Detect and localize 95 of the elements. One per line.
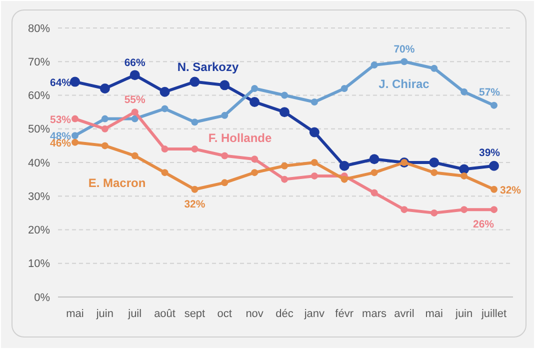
point xyxy=(191,146,198,153)
point xyxy=(370,61,378,68)
point xyxy=(130,70,140,80)
annotation: 32% xyxy=(184,198,206,210)
annotation: 53% xyxy=(50,114,72,126)
y-tick-label: 80% xyxy=(28,22,50,35)
point xyxy=(101,142,108,150)
point xyxy=(400,58,408,66)
point xyxy=(101,125,108,132)
point xyxy=(221,179,228,186)
point xyxy=(161,169,168,176)
point xyxy=(490,186,498,193)
point xyxy=(340,176,348,183)
y-tick-label: 0% xyxy=(34,292,50,304)
x-tick-label: oct xyxy=(217,308,232,320)
point xyxy=(460,172,468,180)
point xyxy=(100,84,110,94)
point xyxy=(161,146,168,153)
annotation: 66% xyxy=(124,57,146,70)
annotation: 39% xyxy=(478,146,501,159)
y-tick-label: 10% xyxy=(28,258,50,270)
x-tick-label: nov xyxy=(246,308,264,320)
point xyxy=(280,107,290,118)
x-tick-label: juillet xyxy=(480,308,507,320)
y-tick-label: 60% xyxy=(28,90,50,102)
point xyxy=(281,92,288,99)
series-label: E. Macron xyxy=(88,176,146,190)
point xyxy=(430,64,438,72)
series-label: N. Sarkozy xyxy=(177,60,240,74)
x-tick-label: sept xyxy=(184,308,206,320)
point xyxy=(490,206,498,214)
point xyxy=(490,102,498,109)
x-tick-label: janv xyxy=(303,308,326,320)
y-tick-label: 30% xyxy=(28,190,50,203)
point xyxy=(430,169,438,176)
point xyxy=(101,115,108,122)
annotation: 64% xyxy=(50,76,72,89)
point xyxy=(131,108,138,116)
y-tick-label: 50% xyxy=(28,124,50,136)
point xyxy=(161,105,168,112)
point xyxy=(190,76,200,87)
point xyxy=(339,160,350,171)
point xyxy=(160,86,170,97)
x-tick-label: mars xyxy=(362,308,388,320)
point xyxy=(251,85,258,92)
point xyxy=(191,186,198,193)
point xyxy=(70,76,80,87)
x-tick-label: mai xyxy=(425,308,444,320)
point xyxy=(369,154,380,164)
point xyxy=(460,206,468,214)
annotation: 32% xyxy=(500,184,522,196)
annotation: 57% xyxy=(478,86,501,98)
point xyxy=(370,169,378,176)
x-tick-label: févr xyxy=(335,308,354,320)
point xyxy=(310,172,318,180)
point xyxy=(310,98,318,106)
point xyxy=(429,158,440,168)
x-tick-label: juin xyxy=(95,308,114,320)
point xyxy=(251,156,258,163)
x-tick-label: juil xyxy=(127,308,142,320)
point xyxy=(310,159,318,166)
annotation: 26% xyxy=(472,218,495,231)
x-tick-label: avril xyxy=(394,308,414,320)
series-label: F. Hollande xyxy=(208,131,272,145)
y-tick-label: 40% xyxy=(28,157,50,170)
point xyxy=(309,127,320,138)
point xyxy=(72,132,78,140)
point xyxy=(281,162,288,170)
point xyxy=(430,209,438,216)
point xyxy=(459,164,470,174)
annotation: 55% xyxy=(124,94,146,106)
annotation: 70% xyxy=(394,44,416,56)
point xyxy=(281,176,288,183)
y-tick-label: 20% xyxy=(28,224,50,237)
point xyxy=(251,169,258,176)
x-tick-label: déc xyxy=(276,308,294,320)
point xyxy=(221,112,228,119)
point xyxy=(220,80,230,90)
point xyxy=(460,88,468,96)
x-tick-label: juin xyxy=(454,308,473,320)
x-tick-label: mai xyxy=(66,308,84,320)
point xyxy=(191,118,198,126)
series-label: J. Chirac xyxy=(378,77,430,91)
point xyxy=(489,160,499,171)
point xyxy=(72,138,78,146)
point xyxy=(72,115,78,122)
point xyxy=(250,96,260,107)
y-tick-label: 70% xyxy=(28,56,50,68)
point xyxy=(400,206,408,214)
point xyxy=(131,115,138,122)
x-tick-label: août xyxy=(154,308,176,320)
point xyxy=(131,152,138,160)
point xyxy=(370,189,378,196)
point xyxy=(340,85,348,92)
point xyxy=(221,152,228,160)
